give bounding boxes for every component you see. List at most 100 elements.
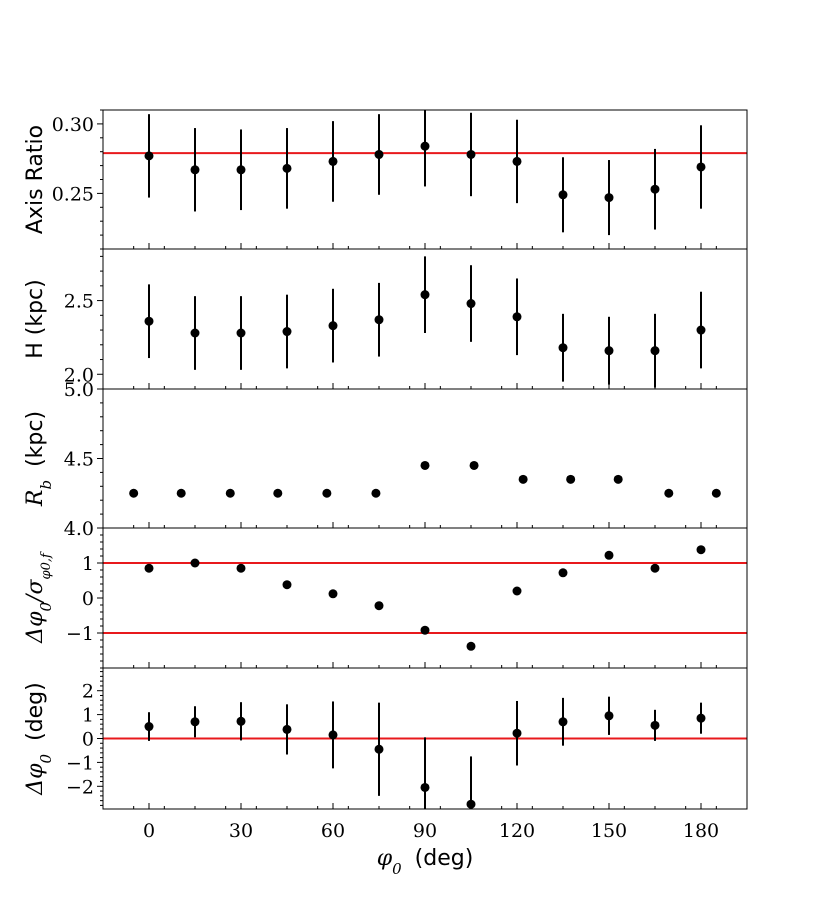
data-point <box>558 717 568 727</box>
y-tick-label: 0 <box>82 588 94 610</box>
x-tick-label: 180 <box>683 820 719 842</box>
x-tick-label: 60 <box>321 820 345 842</box>
data-point <box>236 716 246 726</box>
data-point <box>512 312 522 322</box>
x-tick-label: 150 <box>591 820 627 842</box>
data-point <box>650 184 660 194</box>
panel-frame <box>102 527 748 669</box>
y-tick-label: 5.0 <box>64 379 94 401</box>
data-point <box>466 799 476 809</box>
data-point <box>236 563 246 573</box>
x-axis-label: φ0 (deg) <box>377 846 474 878</box>
data-point <box>328 156 338 166</box>
data-point <box>512 728 522 738</box>
data-point <box>604 550 614 560</box>
x-tick-label: 0 <box>143 820 155 842</box>
y-axis-label: Δφ0/σφ0,f <box>23 551 55 644</box>
data-point <box>650 346 660 356</box>
x-tick-label: 90 <box>413 820 437 842</box>
x-tick-label: 120 <box>499 820 535 842</box>
data-point <box>711 488 721 498</box>
data-point <box>466 299 476 309</box>
panel-scale-height: 2.0 2.5 H (kpc) <box>23 248 748 390</box>
data-point <box>604 193 614 203</box>
data-point <box>273 488 283 498</box>
data-point <box>696 545 706 555</box>
y-tick-label: 4.5 <box>64 449 94 471</box>
y-tick-label: 0.30 <box>52 114 94 136</box>
y-tick-label: 2.5 <box>64 291 94 313</box>
data-point <box>236 165 246 175</box>
panel-normalized-offset: −1 0 1 Δφ0/σφ0,f <box>23 527 748 669</box>
data-point <box>322 488 332 498</box>
panel-frame <box>102 667 748 810</box>
data-point <box>518 474 528 484</box>
data-point <box>190 165 200 175</box>
data-point <box>328 730 338 740</box>
data-point <box>225 488 235 498</box>
y-axis-label: Axis Ratio <box>23 125 48 234</box>
panel-bar-radius: 4.0 4.5 5.0 Rb (kpc) <box>23 379 748 540</box>
y-tick-label: 0 <box>82 729 94 751</box>
data-point <box>282 580 292 590</box>
data-point <box>650 563 660 573</box>
data-point <box>282 327 292 337</box>
y-tick-label: −2 <box>66 776 94 798</box>
data-point <box>604 346 614 356</box>
x-tick-label: 30 <box>229 820 253 842</box>
y-tick-label: 4.0 <box>64 518 94 540</box>
y-tick-label: 1 <box>82 553 94 575</box>
data-point <box>129 488 139 498</box>
data-point <box>282 724 292 734</box>
data-point <box>512 586 522 596</box>
data-point <box>190 717 200 727</box>
data-point <box>420 141 430 151</box>
data-point <box>469 460 479 470</box>
data-point <box>512 156 522 166</box>
data-point <box>420 460 430 470</box>
data-point <box>374 315 384 325</box>
data-point <box>466 149 476 159</box>
data-point <box>371 488 381 498</box>
y-tick-label: 2 <box>82 681 94 703</box>
data-point <box>466 641 476 651</box>
panel-frame <box>102 388 748 529</box>
data-point <box>696 162 706 172</box>
y-tick-label: 1 <box>82 705 94 727</box>
data-point <box>650 720 660 730</box>
y-tick-label: 0.25 <box>52 183 94 205</box>
data-point <box>236 328 246 338</box>
data-point <box>664 488 674 498</box>
data-point <box>190 558 200 568</box>
data-point <box>328 321 338 331</box>
data-point <box>176 488 186 498</box>
data-point <box>696 325 706 335</box>
data-point <box>144 316 154 326</box>
data-point <box>558 190 568 200</box>
data-point <box>144 563 154 573</box>
data-point <box>420 625 430 635</box>
y-tick-label: −1 <box>66 752 94 774</box>
y-tick-label: −1 <box>66 623 94 645</box>
data-point <box>566 474 576 484</box>
data-point <box>144 151 154 161</box>
data-point <box>420 782 430 792</box>
y-axis-label: H (kpc) <box>23 279 48 359</box>
y-axis-label: Rb (kpc) <box>23 411 55 507</box>
data-point <box>558 568 568 578</box>
data-point <box>558 343 568 353</box>
data-point <box>604 711 614 721</box>
data-point <box>190 328 200 338</box>
data-point <box>696 713 706 723</box>
data-point <box>328 589 338 599</box>
data-point <box>420 290 430 300</box>
data-point <box>374 601 384 611</box>
data-point <box>613 474 623 484</box>
data-point <box>144 722 154 732</box>
data-point <box>374 149 384 159</box>
data-point <box>282 163 292 173</box>
y-tick-label: 2.0 <box>64 364 94 386</box>
